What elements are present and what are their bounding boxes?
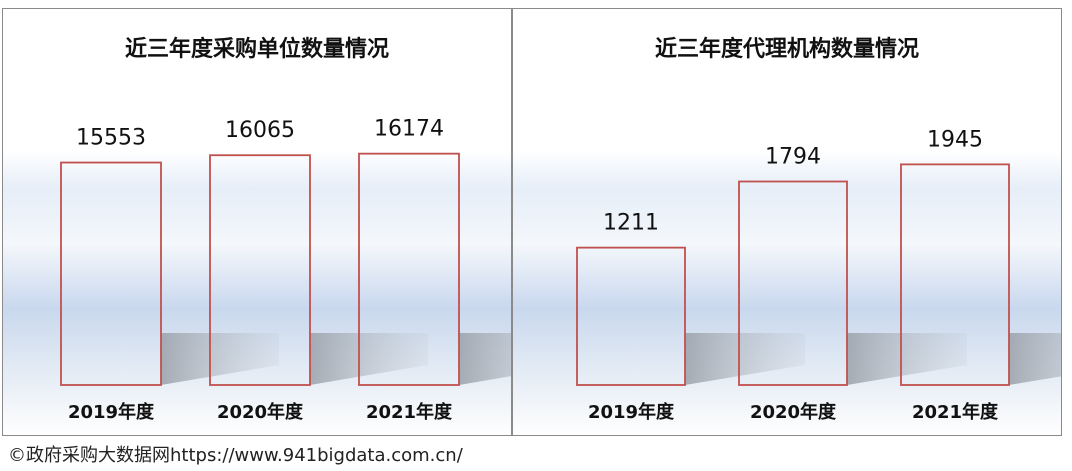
bar-shadow [847, 333, 967, 385]
data-label: 1211 [603, 211, 659, 236]
bar-shadow [1009, 333, 1061, 385]
chart-panel-agencies: 1211 2019年度 1794 2020年度 1945 2021年度 近三年度代理机构数… [512, 8, 1062, 436]
bar-shadow [161, 333, 279, 385]
bar [209, 154, 311, 386]
category-label: 2019年度 [68, 401, 155, 423]
category-label: 2021年度 [912, 401, 999, 423]
bar [576, 246, 686, 386]
bar [900, 163, 1010, 386]
chart-panel-purchasing-units: 15553 2019年度 16065 2020年度 16174 2021年度 近三年度采购… [2, 8, 512, 436]
bar [738, 180, 848, 386]
category-label: 2020年度 [217, 401, 304, 423]
data-label: 1794 [765, 145, 821, 170]
category-label: 2021年度 [366, 401, 453, 423]
data-label: 1945 [927, 127, 983, 152]
bar-shadow [310, 333, 428, 385]
plot-background [3, 9, 511, 435]
bar-shadow [459, 333, 511, 385]
bar [60, 161, 162, 386]
chart-title: 近三年度代理机构数量情况 [654, 37, 919, 62]
data-label: 16174 [374, 117, 444, 142]
bar-shadow [685, 333, 805, 385]
source-credit: ©政府采购大数据网https://www.941bigdata.com.cn/ [8, 445, 463, 466]
bar-chart-purchasing-units: 15553 2019年度 16065 2020年度 16174 2021年度 [3, 9, 511, 435]
bar-chart-agencies: 1211 2019年度 1794 2020年度 1945 2021年度 [513, 9, 1061, 435]
plot-background [513, 9, 1061, 435]
bar [358, 152, 460, 386]
category-label: 2019年度 [588, 401, 675, 423]
data-label: 15553 [76, 126, 146, 151]
chart-title: 近三年度采购单位数量情况 [124, 37, 389, 62]
data-label: 16065 [225, 118, 295, 143]
category-label: 2020年度 [750, 401, 837, 423]
